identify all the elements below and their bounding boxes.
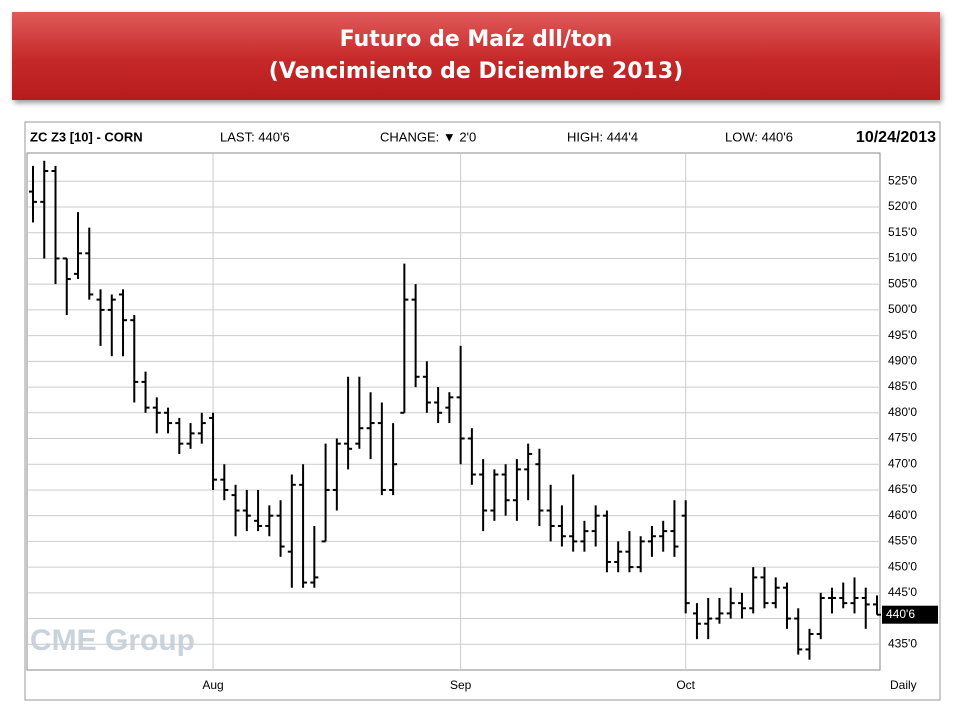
chart-frame bbox=[24, 121, 941, 701]
period: Daily bbox=[890, 678, 917, 692]
x-tick-label: Sep bbox=[450, 678, 472, 692]
last-price-label: 440'6 bbox=[886, 607, 915, 621]
y-tick-label: 465'0 bbox=[888, 482, 917, 496]
y-tick-label: 455'0 bbox=[888, 534, 917, 548]
high: HIGH: 444'4 bbox=[567, 129, 638, 144]
plot-area bbox=[26, 152, 881, 671]
y-tick-label: 475'0 bbox=[888, 431, 917, 445]
y-tick-label: 470'0 bbox=[888, 456, 917, 470]
y-tick-label: 510'0 bbox=[888, 251, 917, 265]
title-banner: Futuro de Maíz dll/ton (Vencimiento de D… bbox=[12, 12, 940, 100]
y-tick-label: 485'0 bbox=[888, 379, 917, 393]
low: LOW: 440'6 bbox=[725, 129, 793, 144]
x-tick-label: Aug bbox=[202, 678, 223, 692]
y-tick-label: 460'0 bbox=[888, 508, 917, 522]
x-tick-label: Oct bbox=[676, 678, 695, 692]
title-line: Futuro de Maíz dll/ton bbox=[339, 27, 613, 52]
y-tick-label: 480'0 bbox=[888, 405, 917, 419]
y-tick-label: 490'0 bbox=[888, 354, 917, 368]
symbol: ZC Z3 [10] - CORN bbox=[30, 129, 143, 144]
title-line: (Vencimiento de Diciembre 2013) bbox=[268, 59, 684, 84]
date: 10/24/2013 bbox=[856, 129, 936, 146]
change: CHANGE: ▼ 2'0 bbox=[380, 129, 476, 144]
y-tick-label: 495'0 bbox=[888, 328, 917, 342]
y-tick-label: 500'0 bbox=[888, 302, 917, 316]
y-tick-label: 525'0 bbox=[888, 173, 917, 187]
y-tick-label: 450'0 bbox=[888, 559, 917, 573]
y-tick-label: 445'0 bbox=[888, 585, 917, 599]
y-tick-label: 520'0 bbox=[888, 199, 917, 213]
y-tick-label: 505'0 bbox=[888, 276, 917, 290]
y-tick-label: 515'0 bbox=[888, 225, 917, 239]
last-price-box bbox=[882, 605, 938, 624]
watermark: CME Group bbox=[30, 624, 195, 657]
last: LAST: 440'6 bbox=[220, 129, 290, 144]
y-tick-label: 435'0 bbox=[888, 636, 917, 650]
